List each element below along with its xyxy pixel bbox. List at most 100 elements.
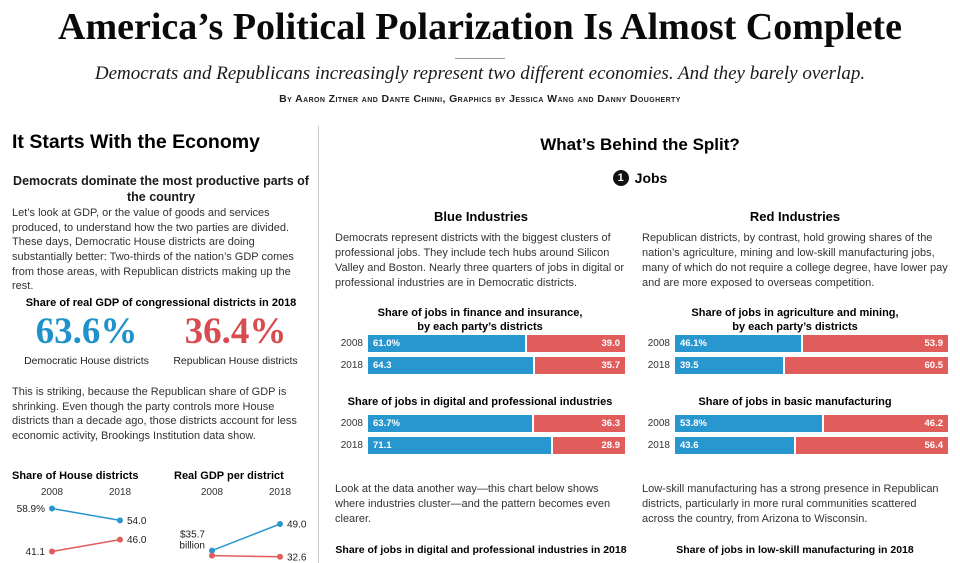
dem-gdp-value: 63.6% [35,311,138,352]
house-districts-slope-chart: 58.9% 54.0 41.1 46.0 [17,504,147,558]
split-section-heading: What’s Behind the Split? [540,135,740,154]
stacked-bar: 61.0% 39.0 [368,335,625,352]
dem-bar-segment: 71.1 [368,437,551,454]
gdp-share-label: Share of real GDP of congressional distr… [25,297,297,309]
dem-bar-value: 39.5 [680,360,699,371]
bar-row: 2018 43.6 56.4 [642,437,948,454]
red-industries-paragraph: Republican districts, by contrast, hold … [642,232,948,289]
dem-bar-value: 46.1% [680,338,707,349]
rep-bar-value: 46.2 [924,418,944,429]
chart-title-line: Share of jobs in agriculture and mining, [691,307,899,319]
dem-bar-value: 61.0% [373,338,400,349]
real-gdp-year-2018: 2018 [268,487,292,498]
section-number-badge: 1 [612,170,629,186]
dem-bar-segment: 64.3 [368,357,534,374]
dem-gdp-caption: Democratic House districts [24,354,149,367]
dem-bar-value: 43.6 [680,440,699,451]
bar-year-label: 2008 [340,338,363,349]
bar-row: 2008 63.7% 36.3 [335,415,625,432]
red-industries-title: Red Industries [749,209,841,224]
chart-title-line: Share of jobs in finance and insurance, [377,307,583,319]
dem-bar-segment: 63.7% [368,415,532,432]
real-gdp-year-2008: 2008 [200,487,224,498]
rep-bar-segment: 28.9 [552,437,625,454]
bar-row: 2008 53.8% 46.2 [642,415,948,432]
rep-bar-segment: 53.9 [802,335,948,352]
bar-row: 2008 61.0% 39.0 [335,335,625,352]
rep-bar-value: 39.0 [601,338,621,349]
bar-row: 2018 71.1 28.9 [335,437,625,454]
dem-bar-value: 63.7% [373,418,400,429]
rep-gdp-figure: 36.4% Republican House districts [161,311,310,367]
svg-text:46.0: 46.0 [127,535,147,546]
finance-insurance-chart-title: Share of jobs in finance and insurance, … [335,306,625,335]
subtitle: Democrats and Republicans increasingly r… [94,63,866,84]
dem-gdp-figure: 63.6% Democratic House districts [12,311,161,367]
stacked-bar: 64.3 35.7 [368,357,625,374]
house-share-year-2018: 2018 [108,487,132,498]
middle-note: Look at the data another way—this chart … [335,483,611,525]
rep-bar-segment: 56.4 [796,437,948,454]
rep-bar-segment: 46.2 [823,415,948,432]
jobs-section-header: 1 Jobs [320,170,960,186]
svg-text:32.6: 32.6 [287,552,307,563]
rep-gdp-value: 36.4% [184,311,287,352]
dem-bar-value: 53.8% [680,418,707,429]
rep-gdp-caption: Republican House districts [173,354,298,367]
bar-row: 2018 39.5 60.5 [642,357,948,374]
chart-title-line: by each party’s districts [417,321,543,334]
basic-manufacturing-chart-title: Share of jobs in basic manufacturing [642,395,948,409]
section-badge-label: Jobs [634,170,668,186]
real-gdp-slope-chart: $35.7 billion 49.0 32.6 [179,520,307,563]
dem-bar-segment: 46.1% [675,335,801,352]
digital-2018-chart-title: Share of jobs in digital and professiona… [335,544,627,556]
svg-text:49.0: 49.0 [287,520,307,531]
svg-text:58.9%: 58.9% [17,504,45,515]
dem-bar-segment: 53.8% [675,415,822,432]
rep-bar-value: 28.9 [601,440,621,451]
rep-bar-value: 35.7 [601,360,621,371]
rep-bar-value: 56.4 [924,440,944,451]
bar-year-label: 2018 [647,360,670,371]
rep-bar-segment: 60.5 [784,357,948,374]
stacked-bar: 46.1% 53.9 [675,335,948,352]
real-gdp-chart-title: Real GDP per district [174,470,284,482]
chart-title-line: Share of jobs in digital and professiona… [347,396,613,408]
blue-industries-paragraph: Democrats represent districts with the b… [335,232,625,289]
stacked-bar: 43.6 56.4 [675,437,948,454]
rep-bar-value: 53.9 [924,338,944,349]
left-section-subheading: Democrats dominate the most productive p… [13,174,309,204]
page-title: America’s Political Polarization Is Almo… [58,6,902,48]
right-note: Low-skill manufacturing has a strong pre… [642,483,939,525]
dem-bar-value: 71.1 [373,440,392,451]
svg-text:41.1: 41.1 [26,547,46,558]
column-divider [318,126,319,563]
byline: By Aaron Zitner and Dante Chinni, Graphi… [279,93,681,105]
dem-bar-segment: 39.5 [675,357,783,374]
dem-bar-value: 64.3 [373,360,392,371]
digital-professional-chart-title: Share of jobs in digital and professiona… [335,395,625,409]
bar-year-label: 2018 [647,440,670,451]
rep-bar-segment: 35.7 [535,357,625,374]
bar-year-label: 2008 [647,418,670,429]
bar-year-label: 2018 [340,440,363,451]
stacked-bar: 39.5 60.5 [675,357,948,374]
stacked-bar: 63.7% 36.3 [368,415,625,432]
rep-bar-value: 36.3 [601,418,621,429]
gdp-share-figures: 63.6% Democratic House districts 36.4% R… [12,311,310,367]
left-section-heading: It Starts With the Economy [12,131,260,153]
dem-bar-segment: 61.0% [368,335,525,352]
bar-row: 2018 64.3 35.7 [335,357,625,374]
title-divider [455,58,505,59]
bar-year-label: 2008 [647,338,670,349]
lowskill-2018-chart-title: Share of jobs in low-skill manufacturing… [676,544,914,556]
stacked-bar: 71.1 28.9 [368,437,625,454]
house-share-chart-title: Share of House districts [12,470,139,482]
bar-row: 2008 46.1% 53.9 [642,335,948,352]
svg-text:54.0: 54.0 [127,516,147,527]
left-paragraph-2: This is striking, because the Republican… [12,386,297,442]
rep-bar-segment: 39.0 [526,335,625,352]
chart-title-line: by each party’s districts [732,321,858,334]
